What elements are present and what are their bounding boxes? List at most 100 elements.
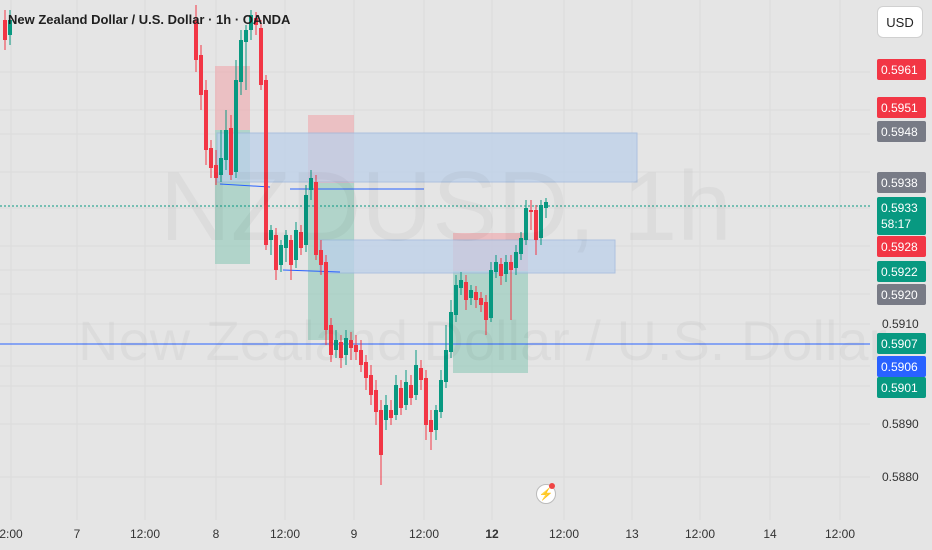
candle-body: [474, 292, 478, 300]
candle-body: [269, 230, 273, 240]
candle-body: [354, 345, 358, 352]
candle-body: [444, 350, 448, 382]
candle: [219, 130, 223, 182]
lightning-icon[interactable]: ⚡: [536, 484, 556, 504]
price-badge: 0.5922: [877, 261, 926, 282]
candle-body: [539, 205, 543, 238]
notification-dot: [549, 483, 555, 489]
candle: [384, 395, 388, 430]
candle-body: [284, 235, 288, 248]
candle: [234, 60, 238, 178]
candle: [539, 200, 543, 245]
candle-body: [219, 158, 223, 175]
position-zone: [215, 66, 250, 130]
time-tick-label: 2:00: [0, 527, 23, 541]
time-tick-label: 12: [485, 527, 499, 541]
candle-body: [449, 312, 453, 352]
candle: [444, 325, 448, 388]
candle: [424, 370, 428, 440]
time-tick-label: 12:00: [129, 527, 161, 541]
candle: [329, 318, 333, 362]
time-tick-label: 14: [763, 527, 777, 541]
candlesticks: [3, 5, 548, 485]
candle-body: [279, 245, 283, 265]
candle-body: [259, 28, 263, 85]
price-chart[interactable]: [0, 0, 870, 520]
candle-body: [239, 40, 243, 82]
candle-body: [199, 55, 203, 95]
candle: [3, 10, 7, 50]
candle: [334, 330, 338, 358]
candle: [229, 115, 233, 180]
candle-body: [424, 378, 428, 425]
price-badge: 0.5951: [877, 97, 926, 118]
candle: [379, 400, 383, 485]
candle: [279, 240, 283, 272]
candle-body: [484, 302, 488, 320]
candle: [289, 235, 293, 280]
candle: [449, 300, 453, 358]
candle-body: [304, 195, 308, 245]
candle-body: [404, 382, 408, 405]
currency-button[interactable]: USD: [877, 6, 923, 38]
candle-body: [314, 182, 318, 255]
candle: [479, 292, 483, 312]
candle-body: [429, 420, 433, 432]
candle-body: [469, 290, 473, 298]
candle-body: [534, 210, 538, 240]
time-tick-label: 12:00: [548, 527, 580, 541]
time-tick-label: 12:00: [269, 527, 301, 541]
candle-body: [494, 262, 498, 272]
candle: [284, 230, 288, 262]
candle: [369, 365, 373, 405]
candle: [244, 25, 248, 90]
candle: [529, 200, 533, 230]
candle-body: [384, 405, 388, 420]
candle-body: [364, 362, 368, 378]
candle-body: [329, 325, 333, 355]
candle: [354, 335, 358, 360]
price-tick-label: 0.5880: [882, 470, 919, 484]
candle-body: [294, 230, 298, 260]
candle: [344, 330, 348, 365]
candle: [359, 340, 363, 372]
candle: [204, 80, 208, 165]
price-tick-label: 0.5910: [882, 317, 919, 331]
candle: [314, 175, 318, 260]
candle-body: [439, 380, 443, 412]
drawing-zones: [215, 66, 638, 373]
candle-body: [409, 385, 413, 398]
candle-body: [224, 130, 228, 160]
candle: [259, 20, 263, 90]
candle: [319, 240, 323, 275]
candle-body: [369, 375, 373, 395]
price-badge: 0.5948: [877, 121, 926, 142]
candle-body: [359, 350, 363, 365]
candle-body: [214, 165, 218, 178]
candle: [504, 255, 508, 282]
candle: [459, 272, 463, 295]
candle: [364, 355, 368, 390]
candle-body: [264, 80, 268, 245]
time-tick-label: 8: [212, 527, 220, 541]
candle-body: [344, 338, 348, 355]
candle-body: [349, 340, 353, 348]
candle-body: [389, 410, 393, 418]
candle-body: [509, 262, 513, 270]
candle-body: [209, 148, 213, 168]
candle: [524, 200, 528, 245]
candle: [299, 225, 303, 255]
candle-body: [319, 250, 323, 265]
candle: [464, 275, 468, 310]
candle: [269, 225, 273, 255]
supply-zone: [216, 132, 638, 183]
time-tick-label: 12:00: [824, 527, 856, 541]
candle: [254, 12, 258, 35]
price-badge: 0.5907: [877, 333, 926, 354]
price-badge: 0.5938: [877, 172, 926, 193]
candle: [389, 400, 393, 425]
candle: [394, 375, 398, 420]
price-badge: 0.5928: [877, 236, 926, 257]
candle: [409, 375, 413, 405]
candle-body: [254, 18, 258, 25]
